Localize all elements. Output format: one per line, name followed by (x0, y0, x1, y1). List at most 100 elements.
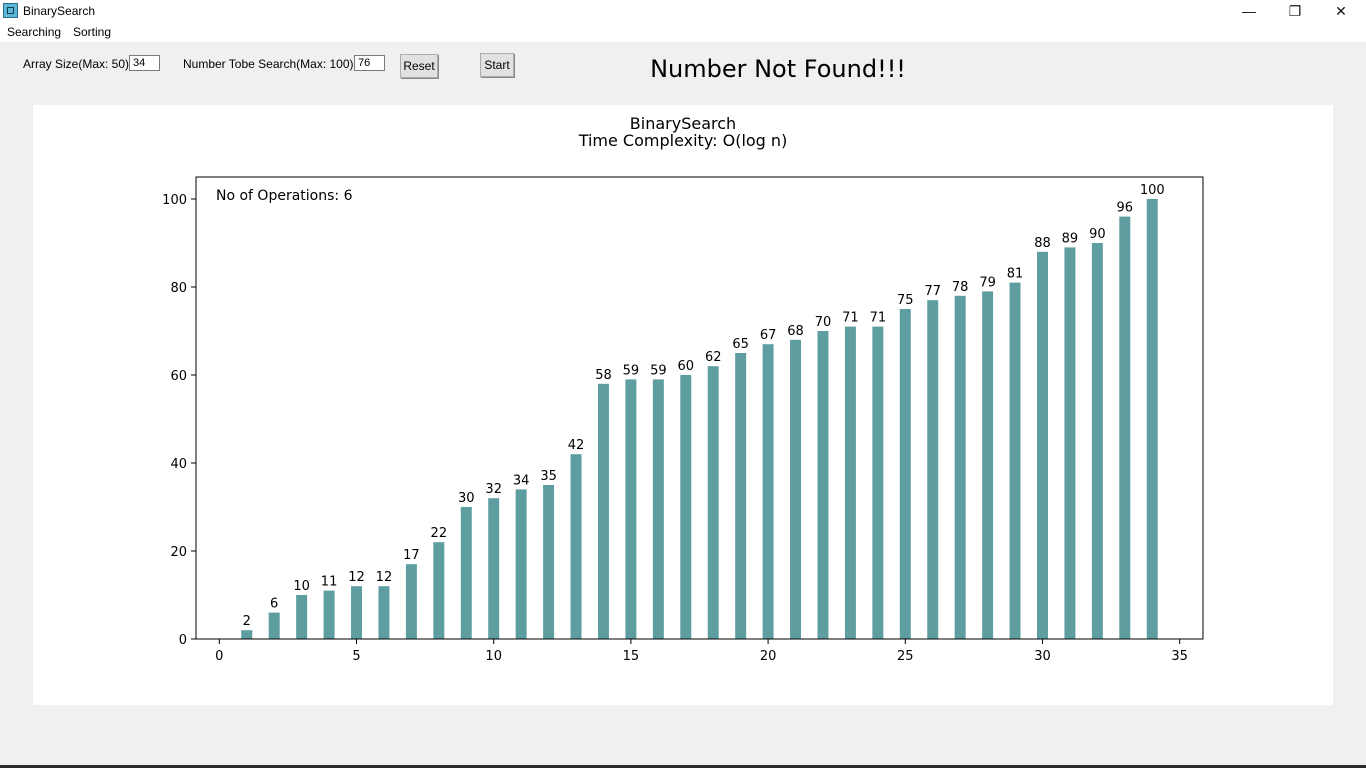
x-tick-label: 35 (1171, 649, 1188, 664)
bar (927, 300, 939, 639)
bar (790, 339, 802, 639)
bar-value-label: 60 (678, 359, 695, 374)
x-tick-label: 15 (623, 649, 640, 664)
y-tick-label: 0 (179, 633, 187, 648)
menu-bar: Searching Sorting (0, 22, 1366, 42)
bar-value-label: 100 (1140, 183, 1165, 198)
y-tick-label: 20 (170, 545, 187, 560)
bar-value-label: 68 (787, 324, 804, 339)
bar (405, 564, 417, 639)
bar-value-label: 71 (870, 311, 887, 326)
bar-value-label: 75 (897, 293, 914, 308)
bar-value-label: 88 (1034, 236, 1051, 251)
bar (543, 485, 555, 639)
title-bar: BinarySearch — ❐ ✕ (0, 0, 1366, 22)
maximize-button[interactable]: ❐ (1288, 3, 1302, 19)
bar (954, 295, 966, 639)
bar (268, 612, 280, 639)
bar (488, 498, 500, 639)
bar (241, 630, 253, 639)
bar-value-label: 12 (348, 570, 365, 585)
bar (762, 344, 774, 639)
bar-value-label: 79 (979, 275, 996, 290)
bar-value-label: 12 (376, 570, 393, 585)
bar-value-label: 77 (924, 284, 941, 299)
chart-title: BinarySearch (630, 114, 736, 133)
chart-subtitle: Time Complexity: O(log n) (578, 131, 788, 150)
bar-value-label: 22 (431, 526, 448, 541)
bar-value-label: 78 (952, 280, 969, 295)
bar-value-label: 96 (1117, 201, 1134, 216)
bar (872, 326, 884, 639)
bar (817, 331, 829, 639)
search-number-input[interactable]: 76 (354, 55, 385, 71)
reset-button[interactable]: Reset (400, 54, 438, 78)
bar (625, 379, 637, 639)
bar (296, 595, 308, 639)
bar-value-label: 11 (321, 575, 338, 590)
app-icon (3, 3, 18, 18)
bar-value-label: 32 (485, 482, 502, 497)
bar-value-label: 89 (1062, 231, 1079, 246)
bar-value-label: 58 (595, 368, 612, 383)
bar (351, 586, 363, 639)
window-title: BinarySearch (23, 4, 96, 18)
x-tick-label: 30 (1034, 649, 1051, 664)
x-tick-label: 25 (897, 649, 914, 664)
menu-sorting[interactable]: Sorting (73, 25, 112, 39)
x-tick-label: 20 (760, 649, 777, 664)
bar (1146, 199, 1158, 639)
search-number-label: Number Tobe Search(Max: 100) (183, 57, 354, 71)
menu-searching[interactable]: Searching (7, 25, 62, 39)
bar-value-label: 70 (815, 315, 832, 330)
y-tick-label: 40 (170, 457, 187, 472)
array-size-label: Array Size(Max: 50) (23, 57, 130, 71)
minimize-button[interactable]: — (1242, 3, 1256, 19)
bar (652, 379, 664, 639)
bar-value-label: 34 (513, 473, 530, 488)
bar-chart: BinarySearch Time Complexity: O(log n) 2… (162, 114, 1204, 664)
close-button[interactable]: ✕ (1335, 3, 1347, 19)
operations-annotation: No of Operations: 6 (216, 188, 353, 204)
bar (982, 291, 994, 639)
x-tick-label: 5 (352, 649, 360, 664)
bar (1064, 247, 1076, 639)
bar-value-label: 2 (243, 614, 251, 629)
bar (1009, 282, 1021, 639)
bar-value-label: 42 (568, 438, 585, 453)
bar-value-label: 65 (732, 337, 749, 352)
bar-value-label: 59 (650, 363, 667, 378)
bar (433, 542, 445, 639)
bar (570, 454, 582, 639)
bar-value-label: 90 (1089, 227, 1106, 242)
bar (460, 507, 472, 639)
bar-value-label: 71 (842, 311, 859, 326)
start-button[interactable]: Start (480, 53, 514, 77)
status-message: Number Not Found!!! (650, 55, 906, 83)
y-tick-label: 100 (162, 193, 187, 208)
bar-value-label: 67 (760, 328, 777, 343)
bar (844, 326, 856, 639)
bar (1119, 216, 1131, 639)
x-tick-label: 0 (215, 649, 223, 664)
bar (323, 590, 335, 639)
bar (899, 309, 911, 639)
bar (378, 586, 390, 639)
bar (1036, 251, 1048, 640)
taskbar-edge (0, 765, 1366, 768)
chart-panel: BinarySearch Time Complexity: O(log n) 2… (33, 105, 1333, 705)
bar-value-label: 6 (270, 597, 278, 612)
bar-value-label: 59 (623, 363, 640, 378)
y-tick-label: 60 (170, 369, 187, 384)
bar-value-label: 35 (540, 469, 557, 484)
bar-value-label: 30 (458, 491, 475, 506)
bar-value-label: 10 (293, 579, 310, 594)
x-tick-label: 10 (485, 649, 502, 664)
plot-frame (195, 176, 1204, 640)
bar-value-label: 62 (705, 350, 722, 365)
bar (1091, 243, 1103, 639)
bar (735, 353, 747, 639)
bar (597, 383, 609, 639)
bar-value-label: 17 (403, 548, 420, 563)
array-size-input[interactable]: 34 (129, 55, 160, 71)
